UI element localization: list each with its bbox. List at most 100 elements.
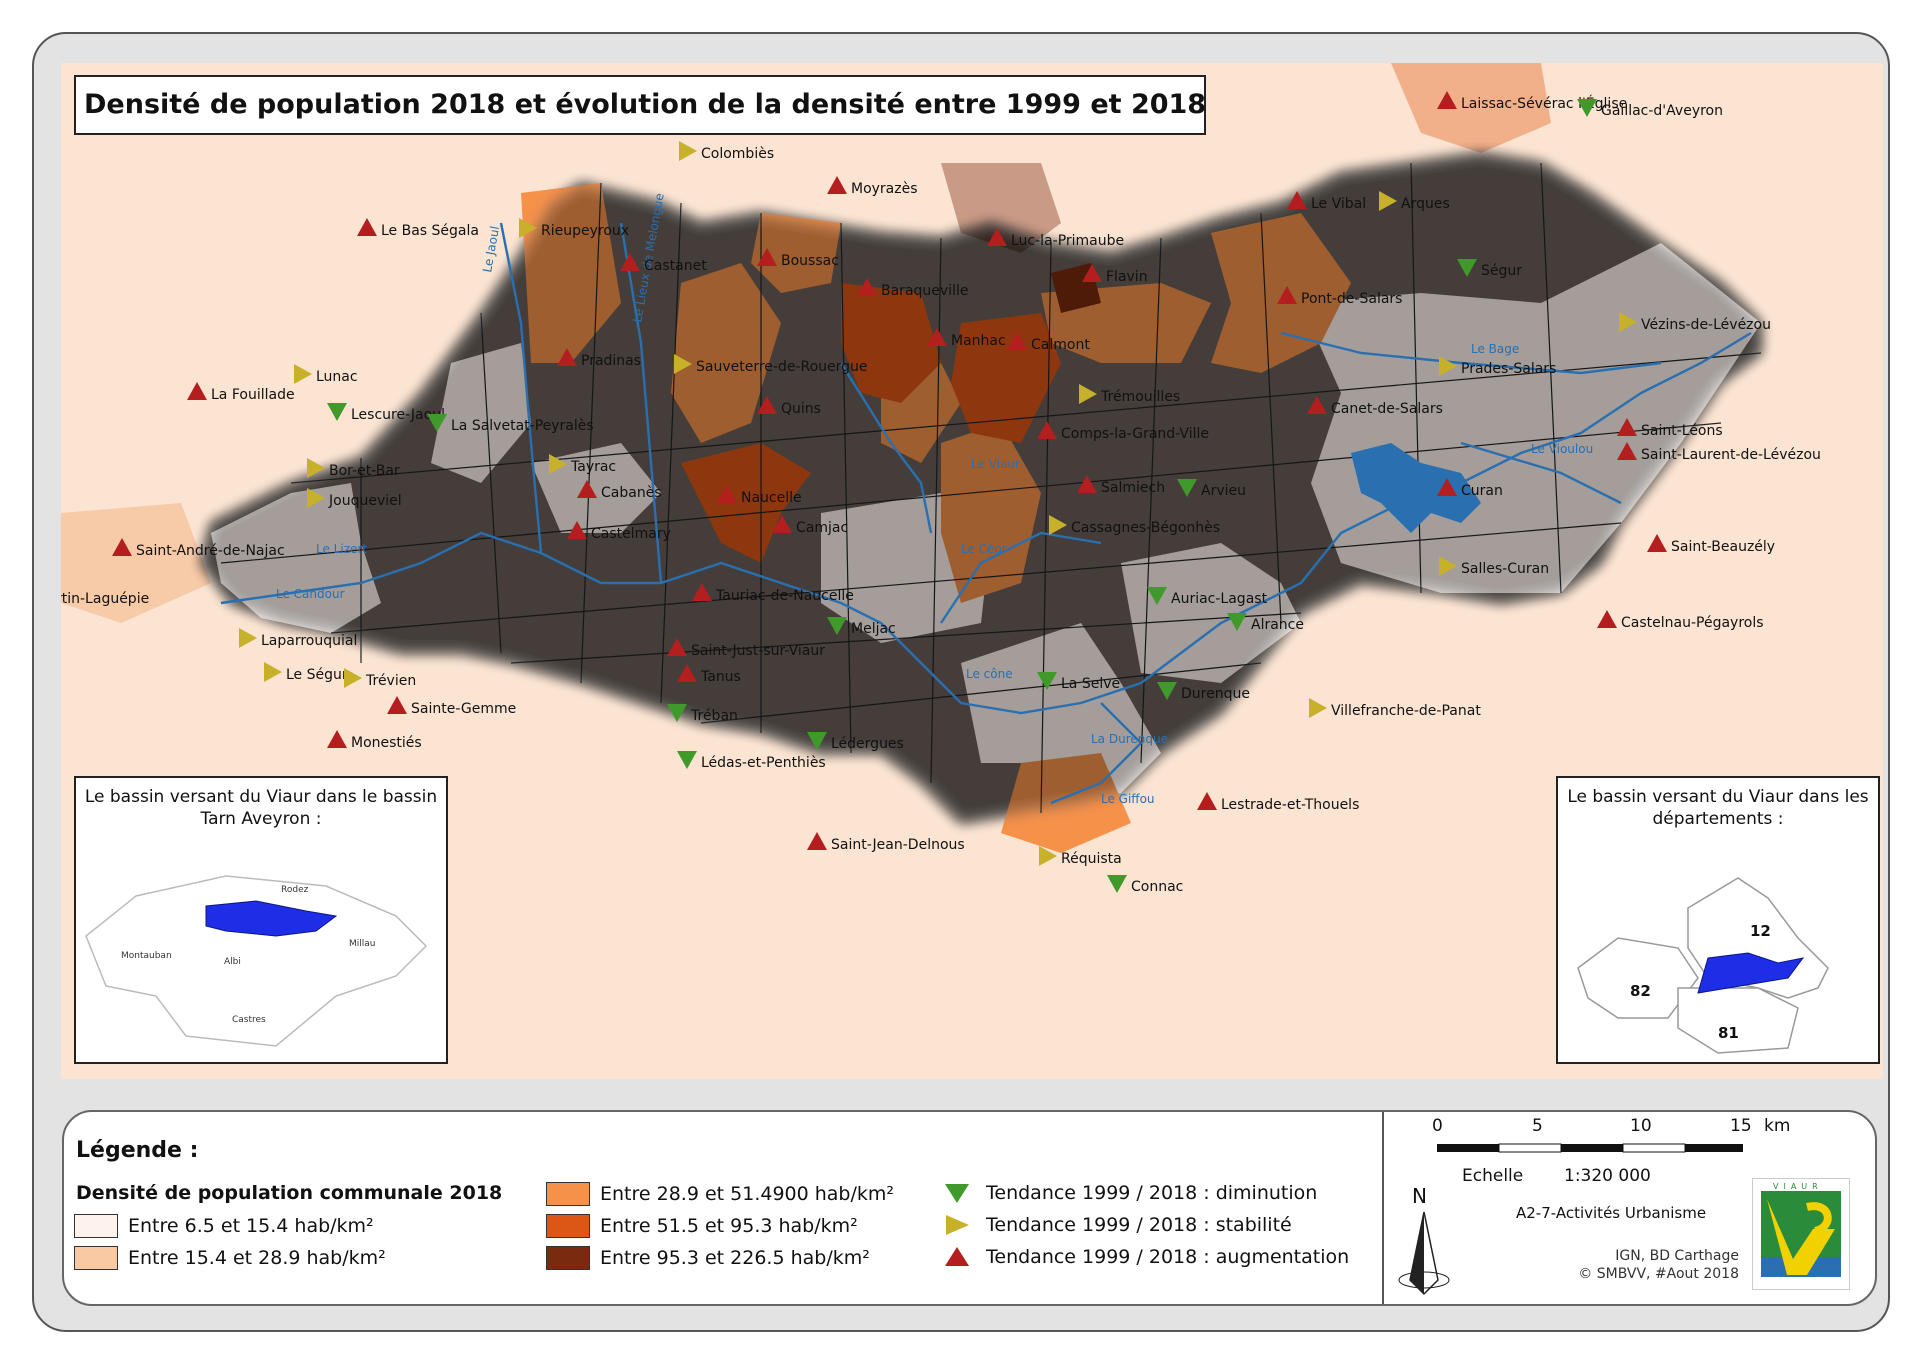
commune-label: Canet-de-Salars (1331, 401, 1443, 417)
commune-marker[interactable]: Colombiès (679, 141, 774, 162)
commune-marker[interactable]: Vézins-de-Lévézou (1619, 312, 1771, 333)
commune-marker[interactable]: Lestrade-et-Thouels (1197, 792, 1359, 813)
triangle-up-icon (717, 485, 737, 503)
commune-marker[interactable]: La Selve (1037, 672, 1120, 692)
commune-marker[interactable]: Tauriac-de-Naucelle (692, 583, 854, 604)
commune-marker[interactable]: Durenque (1157, 682, 1250, 702)
place-label: Montauban (121, 951, 172, 961)
triangle-up-icon (1007, 332, 1027, 350)
commune-label: Gaillac-d'Aveyron (1601, 103, 1723, 119)
commune-marker[interactable]: Calmont (1007, 332, 1090, 353)
commune-marker[interactable]: Lédergues (807, 732, 904, 752)
commune-label: Tanus (700, 669, 741, 685)
triangle-up-icon (1617, 442, 1637, 460)
commune-marker[interactable]: Le Vibal (1287, 191, 1366, 212)
commune-marker[interactable]: Le Bas Ségala (357, 218, 479, 239)
triangle-up-icon (667, 638, 687, 656)
commune-marker[interactable]: Castanet (620, 253, 707, 274)
commune-marker[interactable]: Castelnau-Pégayrols (1597, 610, 1764, 631)
commune-marker[interactable]: Pont-de-Salars (1277, 286, 1402, 307)
commune-marker[interactable]: Saint-Léons (1617, 418, 1723, 439)
scale-ratio: 1:320 000 (1564, 1166, 1651, 1186)
commune-marker[interactable]: Ségur (1457, 259, 1522, 279)
commune-marker[interactable]: Saint-André-de-Najac (112, 538, 285, 559)
commune-marker[interactable]: Salmiech (1077, 475, 1165, 496)
triangle-up-icon (1287, 191, 1307, 209)
commune-marker[interactable]: Lescure-Jaoul (327, 403, 445, 423)
triangle-up-icon (577, 480, 597, 498)
commune-marker[interactable]: Moyrazès (827, 176, 918, 197)
commune-marker[interactable]: Saint-Jean-Delnous (807, 832, 965, 853)
commune-marker[interactable]: Le Ségur (264, 662, 348, 683)
commune-label: Salles-Curan (1461, 561, 1549, 577)
commune-marker[interactable]: Monestiés (327, 730, 422, 751)
commune-label: Trémouilles (1100, 389, 1180, 405)
commune-marker[interactable]: Canet-de-Salars (1307, 396, 1443, 417)
commune-marker[interactable]: Tréban (667, 704, 738, 724)
commune-marker[interactable]: Lunac (294, 364, 358, 385)
commune-marker[interactable]: Gaillac-d'Aveyron (1577, 99, 1723, 119)
tarn-aveyron-basin (85, 875, 428, 1047)
commune-marker[interactable]: Trévien (344, 668, 416, 689)
commune-marker[interactable]: Alrance (1227, 613, 1304, 633)
river-label: Le cône (966, 667, 1013, 681)
commune-marker[interactable]: Connac (1107, 875, 1183, 895)
department-label: 12 (1750, 922, 1771, 940)
commune-marker[interactable]: Saint-Just-sur-Viaur (667, 638, 825, 659)
commune-marker[interactable]: Tayrac (549, 454, 616, 475)
commune-marker[interactable]: Quins (757, 396, 821, 417)
commune-marker[interactable]: Arques (1379, 191, 1450, 212)
commune-marker[interactable]: Flavin (1082, 264, 1148, 285)
commune-marker[interactable]: Laparrouquial (239, 628, 357, 649)
commune-marker[interactable]: Réquista (1039, 846, 1122, 867)
triangle-up-icon (987, 228, 1007, 246)
commune-marker[interactable]: Rieupeyroux (519, 218, 629, 239)
commune-label: Luc-la-Primaube (1011, 233, 1124, 249)
commune-marker[interactable]: Cabanès (577, 480, 662, 501)
legend-class-4: Entre 51.5 et 95.3 hab/km² (546, 1214, 858, 1238)
commune-marker[interactable]: Trémouilles (1079, 384, 1180, 405)
commune-marker[interactable]: Castelmary (567, 521, 671, 542)
project-label: A2-7-Activités Urbanisme (1516, 1204, 1707, 1222)
commune-marker[interactable]: Sauveterre-de-Rouergue (674, 354, 868, 375)
commune-marker[interactable]: Saint-Laurent-de-Lévézou (1617, 442, 1821, 463)
commune-marker[interactable]: Saint-Beauzély (1647, 534, 1775, 555)
commune-marker[interactable]: Meljac (827, 617, 896, 637)
commune-marker[interactable]: Lédas-et-Penthiès (677, 751, 826, 771)
triangle-up-icon (187, 382, 207, 400)
triangle-up-icon (557, 348, 577, 366)
commune-label: Quins (781, 401, 821, 417)
commune-marker[interactable]: Jouqueviel (307, 488, 402, 509)
commune-marker[interactable]: Bor-et-Bar (307, 458, 400, 479)
commune-marker[interactable]: rtin-Laguépie (61, 587, 149, 607)
commune-label: Le Bas Ségala (381, 223, 479, 239)
commune-marker[interactable]: Auriac-Lagast (1147, 587, 1268, 607)
commune-marker[interactable]: Cassagnes-Bégonhès (1049, 515, 1220, 536)
scale-unit: km (1764, 1116, 1791, 1136)
commune-marker[interactable]: La Salvetat-Peyralès (427, 414, 594, 434)
commune-label: Cabanès (601, 485, 662, 501)
scale-tick: 5 (1532, 1116, 1543, 1136)
commune-label: Arques (1401, 196, 1450, 212)
triangle-down-icon (667, 704, 687, 722)
commune-marker[interactable]: Prades-Salars (1439, 356, 1556, 377)
commune-marker[interactable]: Villefranche-de-Panat (1309, 698, 1481, 719)
commune-label: La Selve (1061, 676, 1120, 692)
commune-marker[interactable]: Manhac (927, 328, 1006, 349)
commune-marker[interactable]: Curan (1437, 478, 1503, 499)
commune-marker[interactable]: Naucelle (717, 485, 802, 506)
commune-label: rtin-Laguépie (61, 591, 149, 607)
commune-marker[interactable]: Pradinas (557, 348, 641, 369)
commune-marker[interactable]: Comps-la-Grand-Ville (1037, 421, 1209, 442)
commune-marker[interactable]: Salles-Curan (1439, 556, 1549, 577)
commune-marker[interactable]: Boussac (757, 248, 839, 269)
commune-marker[interactable]: Sainte-Gemme (387, 696, 516, 717)
commune-marker[interactable]: Baraqueville (857, 278, 968, 299)
triangle-up-icon (1597, 610, 1617, 628)
commune-marker[interactable]: Arvieu (1177, 479, 1246, 499)
legend-class-5: Entre 95.3 et 226.5 hab/km² (546, 1246, 870, 1270)
commune-marker[interactable]: Tanus (677, 664, 741, 685)
commune-marker[interactable]: La Fouillade (187, 382, 295, 403)
commune-marker[interactable]: Luc-la-Primaube (987, 228, 1124, 249)
commune-marker[interactable]: Camjac (772, 515, 848, 536)
